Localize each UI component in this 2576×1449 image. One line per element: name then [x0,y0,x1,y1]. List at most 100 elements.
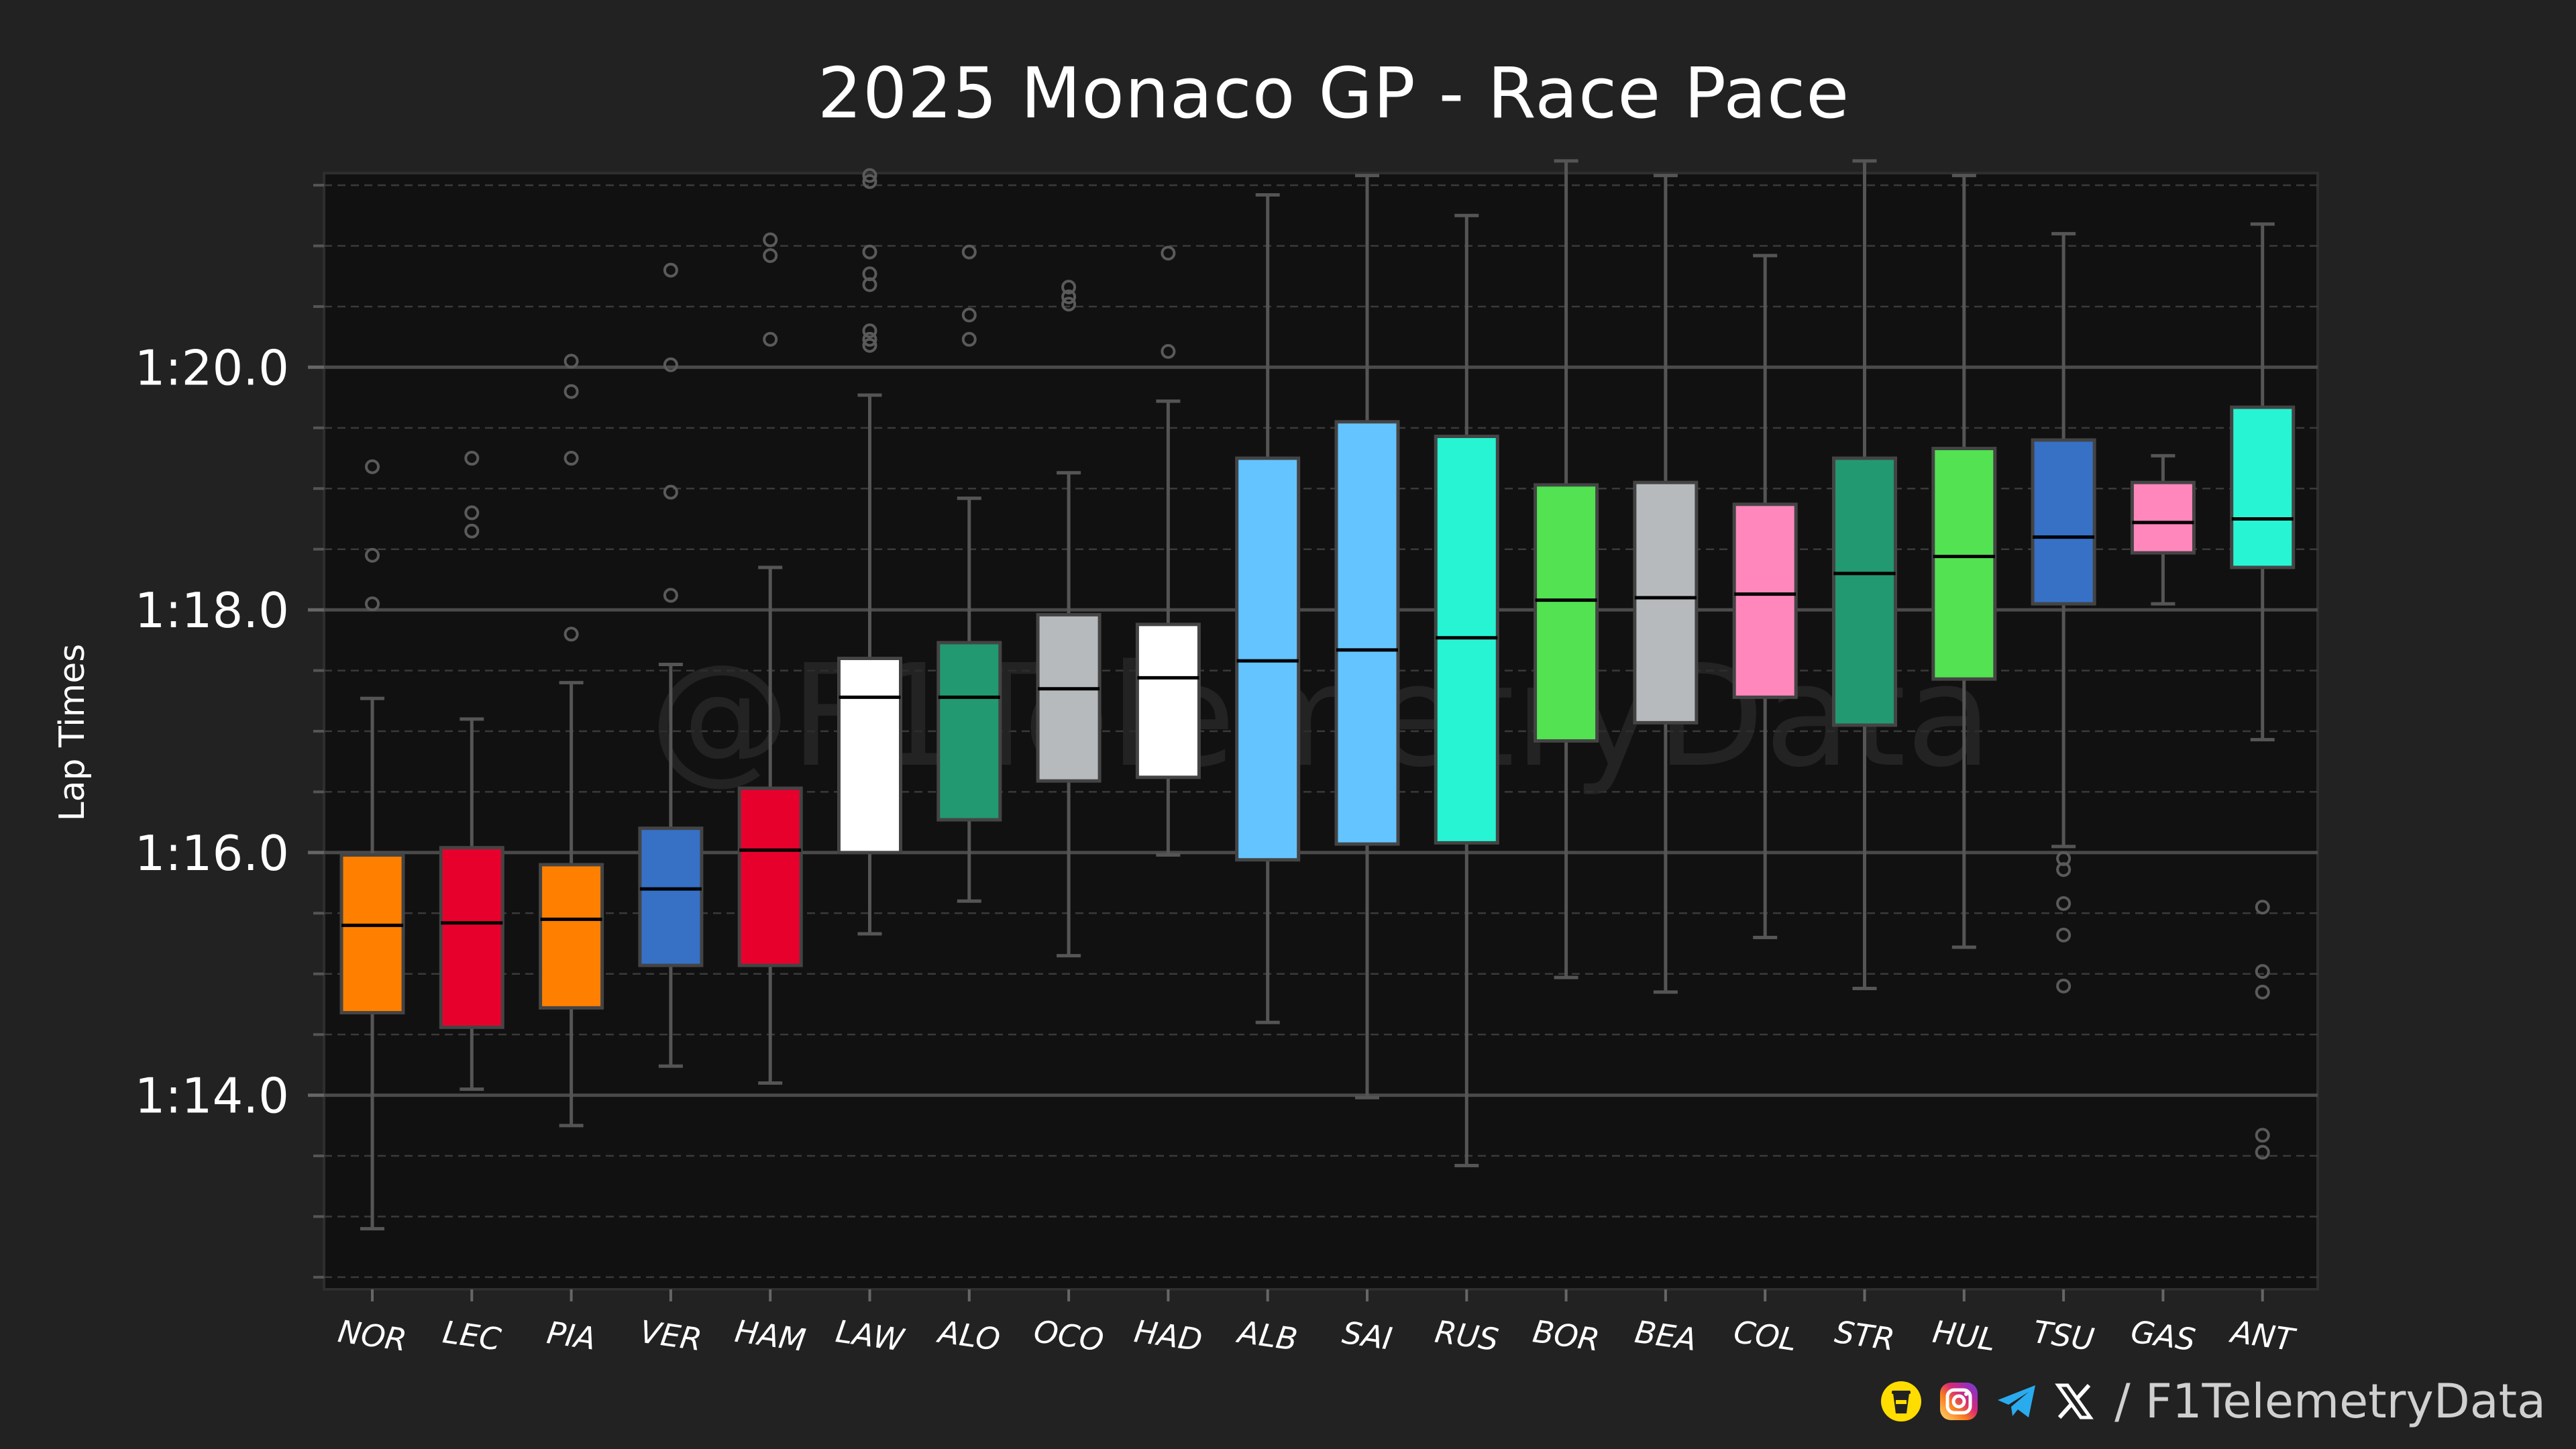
outlier-point [862,174,877,189]
outlier-point [2255,964,2270,979]
outlier-point [862,168,877,183]
y-tick-label: 1:18.0 [135,582,289,639]
outlier-point [464,451,480,466]
outlier-point [763,331,778,347]
box [1036,612,1102,783]
boxplot-law: LAW [833,168,907,1358]
buymeacoffee-icon[interactable] [1880,1380,1923,1423]
y-axis-label: Lap Times [52,644,93,822]
outlier-point [464,523,480,539]
boxplot-rus: RUS [1433,213,1501,1358]
x-tick-label: GAS [2129,1313,2198,1358]
outlier-point [663,262,678,278]
boxplot-oco: OCO [1032,280,1106,1358]
chart-title: 2025 Monaco GP - Race Pace [818,52,1849,134]
footer-handle[interactable]: F1TelemetryData [2145,1374,2546,1429]
x-tick-label: COL [1731,1313,1799,1358]
boxplot-alo: ALO [934,244,1002,1358]
outlier-point [564,627,579,642]
box [1931,447,1997,681]
outlier-point [2056,927,2072,943]
boxplot-bea: BEA [1633,174,1699,1358]
outlier-point [1161,246,1176,261]
box [737,786,803,967]
box [638,826,704,967]
outlier-point [862,337,877,353]
box [837,656,902,855]
footer-slash: / [2114,1374,2131,1429]
x-tick-label: ANT [2227,1313,2299,1358]
boxplot-had: HAD [1132,246,1205,1358]
outlier-point [564,354,579,369]
outlier-point [2255,1144,2270,1160]
outlier-point [564,384,579,399]
outlier-point [961,331,977,347]
x-tick-label: HAM [733,1313,808,1358]
footer-socials: / F1TelemetryData [1880,1364,2546,1438]
x-icon[interactable] [2053,1380,2096,1423]
y-tick-label: 1:20.0 [135,339,289,396]
plot-area: 1:14.01:16.01:18.01:20.0@F1TelemetryData… [135,159,2319,1358]
box [1434,434,1499,845]
outlier-point [365,459,380,474]
outlier-point [1161,343,1176,359]
x-tick-label: STR [1833,1313,1897,1358]
box [2230,405,2296,570]
outlier-point [2056,896,2072,911]
boxplot-tsu: TSU [2031,231,2096,1358]
box [2130,480,2196,555]
box [936,641,1002,822]
x-tick-label: OCO [1032,1313,1106,1358]
x-tick-label: BEA [1633,1313,1699,1358]
box [1732,502,1798,699]
outlier-point [1061,289,1077,305]
x-tick-label: LAW [833,1313,907,1358]
outlier-point [564,451,579,466]
box [439,846,504,1029]
y-tick-label: 1:16.0 [135,825,289,881]
outlier-point [365,547,380,563]
x-tick-label: SAI [1340,1314,1395,1357]
outlier-point [2056,978,2072,994]
telegram-icon[interactable] [1995,1380,2038,1423]
box [1334,420,1400,846]
outlier-point [763,248,778,263]
outlier-point [2255,1128,2270,1143]
x-tick-label: PIA [545,1314,598,1357]
outlier-point [862,323,877,339]
outlier-point [365,596,380,612]
outlier-point [1061,280,1077,295]
boxplot-gas: GAS [2129,453,2198,1358]
outlier-point [2255,900,2270,915]
boxplot-ver: VER [637,262,704,1358]
outlier-point [862,331,877,347]
boxplot-hul: HUL [1931,174,1998,1358]
boxplot-bor: BOR [1531,159,1602,1358]
outlier-point [862,244,877,260]
outlier-point [663,588,678,603]
boxplot-pia: PIA [539,354,604,1357]
instagram-icon[interactable] [1937,1380,1980,1423]
y-tick-label: 1:14.0 [135,1068,289,1124]
x-tick-label: NOR [336,1313,409,1358]
boxplot-col: COL [1731,254,1799,1358]
outlier-point [961,244,977,260]
outlier-point [1061,297,1077,312]
outlier-point [961,307,977,323]
box [339,853,405,1015]
outlier-point [763,232,778,248]
outlier-point [663,357,678,372]
boxplot-sai: SAI [1334,174,1400,1357]
boxplot-ant: ANT [2227,222,2299,1358]
box [1633,480,1699,724]
boxplot-str: STR [1832,159,1897,1358]
box [1235,456,1301,862]
x-tick-label: TSU [2031,1313,2096,1358]
x-tick-label: RUS [1433,1313,1501,1358]
boxplot-alb: ALB [1234,193,1301,1358]
x-tick-label: ALB [1234,1313,1299,1358]
x-tick-label: HAD [1132,1313,1205,1358]
x-tick-label: VER [637,1313,704,1358]
